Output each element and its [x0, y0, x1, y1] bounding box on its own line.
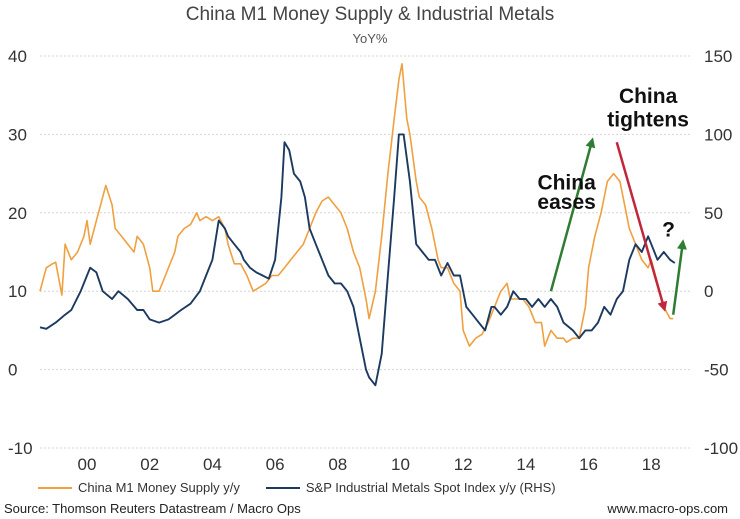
annotation-line: ?	[662, 218, 675, 241]
eases-arrow	[549, 137, 596, 292]
annotation-1: China tightens	[607, 85, 689, 132]
x-tick-label: 18	[642, 455, 661, 474]
legend-item-m1: China M1 Money Supply y/y	[38, 480, 240, 495]
site-url: www.macro-ops.com	[607, 501, 728, 516]
x-tick-label: 16	[579, 455, 598, 474]
legend-label-metals: S&P Industrial Metals Spot Index y/y (RH…	[305, 480, 556, 495]
y-left-tick-label: -10	[8, 439, 33, 458]
legend-item-metals: S&P Industrial Metals Spot Index y/y (RH…	[265, 480, 556, 495]
annotation-line: China	[619, 85, 678, 108]
y-right-tick-label: -100	[704, 439, 738, 458]
annotation-0: China eases	[537, 171, 596, 214]
annotation-line: eases	[537, 191, 595, 214]
annotation-line: tightens	[607, 109, 689, 132]
x-tick-label: 06	[266, 455, 285, 474]
x-tick-label: 02	[140, 455, 159, 474]
x-tick-label: 08	[328, 455, 347, 474]
metals-series-line	[39, 133, 676, 387]
m1-series-line	[39, 62, 674, 347]
tightens-arrow	[615, 141, 668, 312]
y-right-tick-label: 150	[704, 47, 732, 66]
y-left-tick-label: 20	[8, 204, 27, 223]
annotation-2: ?	[662, 218, 675, 241]
chart-subtitle: YoY%	[352, 31, 388, 46]
y-left-tick-label: 0	[8, 361, 17, 380]
x-tick-label: 04	[203, 455, 222, 474]
rebound-arrow	[671, 239, 687, 315]
x-tick-label: 12	[454, 455, 473, 474]
legend-label-m1: China M1 Money Supply y/y	[78, 480, 240, 495]
legend-swatch-metals	[265, 486, 300, 489]
y-right-tick-label: 50	[704, 204, 723, 223]
annotation-line: China	[537, 171, 596, 194]
x-tick-label: 00	[78, 455, 97, 474]
y-right-tick-label: 100	[704, 125, 732, 144]
legend: China M1 Money Supply y/y S&P Industrial…	[38, 480, 556, 495]
source-note: Source: Thomson Reuters Datastream / Mac…	[4, 501, 301, 516]
y-right-tick-label: -50	[704, 361, 729, 380]
x-tick-label: 14	[516, 455, 535, 474]
y-left-tick-label: 10	[8, 282, 27, 301]
legend-swatch-m1	[38, 486, 72, 489]
y-left-tick-label: 30	[8, 125, 27, 144]
chart-title: China M1 Money Supply & Industrial Metal…	[185, 4, 555, 25]
x-tick-label: 10	[391, 455, 410, 474]
y-right-tick-label: 0	[704, 282, 713, 301]
y-left-tick-label: 40	[8, 47, 27, 66]
